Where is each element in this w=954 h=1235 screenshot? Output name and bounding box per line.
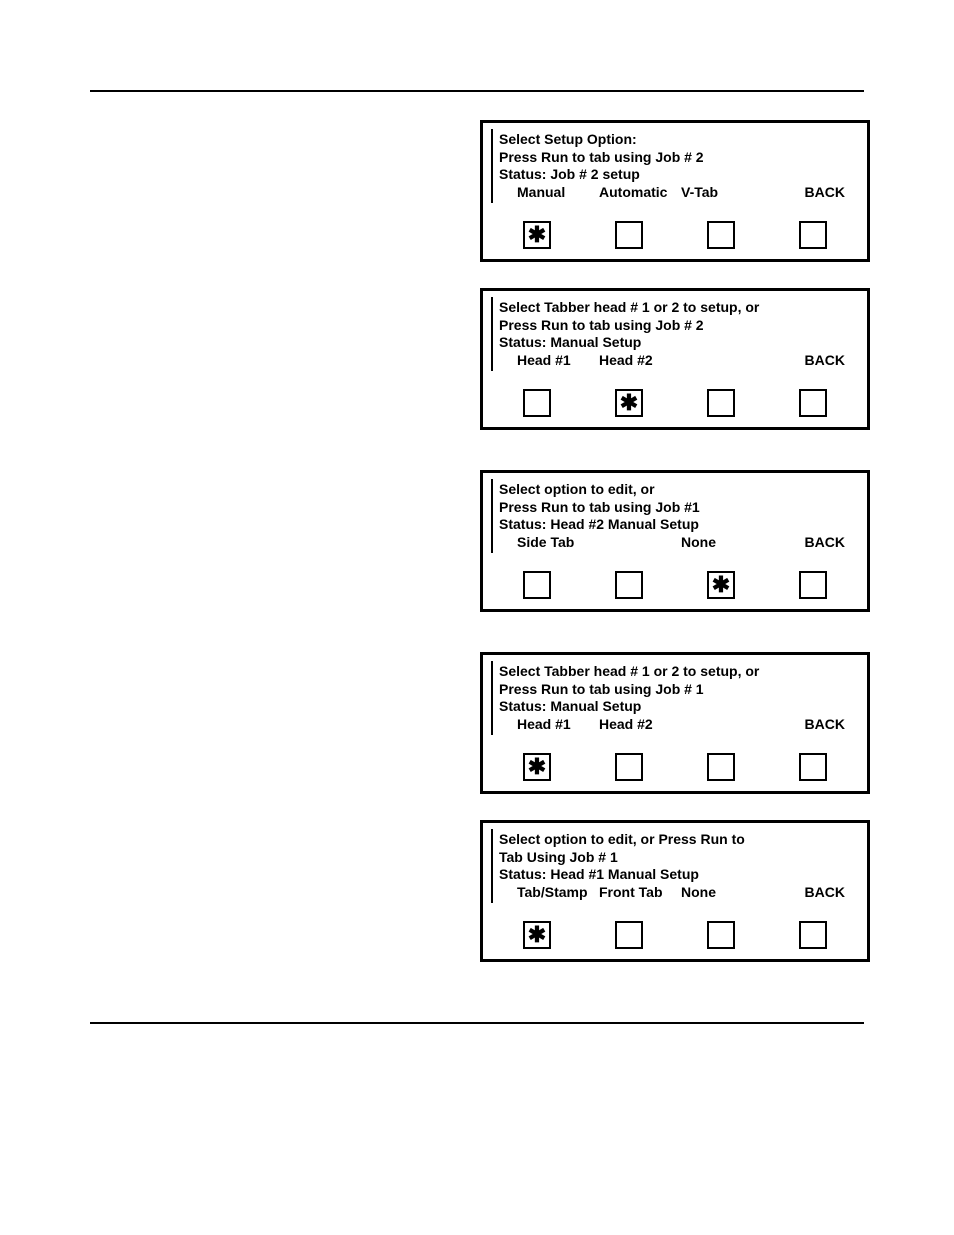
panel-text: Select option to edit, orPress Run to ta… bbox=[491, 479, 859, 553]
panel-line: Status: Head #2 Manual Setup bbox=[499, 516, 859, 534]
panel-line: Status: Manual Setup bbox=[499, 334, 859, 352]
option-button[interactable] bbox=[707, 389, 735, 417]
option-button[interactable] bbox=[707, 921, 735, 949]
option-label: BACK bbox=[763, 534, 851, 552]
option-button-selected[interactable]: ✱ bbox=[707, 571, 735, 599]
option-label bbox=[599, 534, 681, 552]
option-button[interactable] bbox=[799, 571, 827, 599]
buttons-row: ✱ bbox=[491, 221, 859, 249]
option-label: V-Tab bbox=[681, 184, 763, 202]
panel-line: Select option to edit, or bbox=[499, 481, 859, 499]
option-label: Head #1 bbox=[513, 716, 599, 734]
option-label: BACK bbox=[763, 884, 851, 902]
option-button[interactable] bbox=[615, 221, 643, 249]
panel-text: Select option to edit, or Press Run toTa… bbox=[491, 829, 859, 903]
option-label: Front Tab bbox=[599, 884, 681, 902]
option-label: BACK bbox=[763, 716, 851, 734]
option-button[interactable] bbox=[799, 921, 827, 949]
option-label: Head #2 bbox=[599, 352, 681, 370]
option-label: Side Tab bbox=[513, 534, 599, 552]
option-label bbox=[681, 716, 763, 734]
panels-container: Select Setup Option:Press Run to tab usi… bbox=[480, 120, 870, 962]
option-button-selected[interactable]: ✱ bbox=[523, 921, 551, 949]
panel-text: Select Setup Option:Press Run to tab usi… bbox=[491, 129, 859, 203]
option-label: BACK bbox=[763, 184, 851, 202]
labels-row: Head #1Head #2 BACK bbox=[513, 716, 851, 734]
option-label: Head #1 bbox=[513, 352, 599, 370]
option-button-selected[interactable]: ✱ bbox=[615, 389, 643, 417]
panel-line: Press Run to tab using Job # 2 bbox=[499, 149, 859, 167]
buttons-row: ✱ bbox=[491, 921, 859, 949]
option-button-selected[interactable]: ✱ bbox=[523, 753, 551, 781]
panel-line: Select Tabber head # 1 or 2 to setup, or bbox=[499, 663, 859, 681]
panel-line: Select Setup Option: bbox=[499, 131, 859, 149]
panel-line: Status: Head #1 Manual Setup bbox=[499, 866, 859, 884]
labels-row: Side Tab NoneBACK bbox=[513, 534, 851, 552]
option-label: None bbox=[681, 884, 763, 902]
bottom-rule bbox=[90, 1022, 864, 1024]
panel-line: Select option to edit, or Press Run to bbox=[499, 831, 859, 849]
option-label: Automatic bbox=[599, 184, 681, 202]
option-button[interactable] bbox=[799, 753, 827, 781]
option-label: BACK bbox=[763, 352, 851, 370]
option-label: Tab/Stamp bbox=[513, 884, 599, 902]
option-button[interactable] bbox=[799, 389, 827, 417]
top-rule bbox=[90, 90, 864, 92]
option-label: None bbox=[681, 534, 763, 552]
option-button[interactable] bbox=[615, 921, 643, 949]
option-button[interactable] bbox=[707, 753, 735, 781]
lcd-panel: Select option to edit, or Press Run toTa… bbox=[480, 820, 870, 962]
panel-line: Status: Manual Setup bbox=[499, 698, 859, 716]
buttons-row: ✱ bbox=[491, 389, 859, 417]
option-button-selected[interactable]: ✱ bbox=[523, 221, 551, 249]
option-label: Manual bbox=[513, 184, 599, 202]
panel-text: Select Tabber head # 1 or 2 to setup, or… bbox=[491, 661, 859, 735]
lcd-panel: Select Tabber head # 1 or 2 to setup, or… bbox=[480, 288, 870, 430]
option-button[interactable] bbox=[615, 753, 643, 781]
panel-line: Select Tabber head # 1 or 2 to setup, or bbox=[499, 299, 859, 317]
labels-row: Head #1Head #2 BACK bbox=[513, 352, 851, 370]
panel-line: Status: Job # 2 setup bbox=[499, 166, 859, 184]
labels-row: Tab/StampFront TabNoneBACK bbox=[513, 884, 851, 902]
labels-row: ManualAutomaticV-TabBACK bbox=[513, 184, 851, 202]
panel-text: Select Tabber head # 1 or 2 to setup, or… bbox=[491, 297, 859, 371]
option-button[interactable] bbox=[615, 571, 643, 599]
option-label bbox=[681, 352, 763, 370]
buttons-row: ✱ bbox=[491, 571, 859, 599]
panel-line: Press Run to tab using Job #1 bbox=[499, 499, 859, 517]
panel-line: Press Run to tab using Job # 1 bbox=[499, 681, 859, 699]
option-button[interactable] bbox=[523, 571, 551, 599]
option-button[interactable] bbox=[799, 221, 827, 249]
option-label: Head #2 bbox=[599, 716, 681, 734]
option-button[interactable] bbox=[707, 221, 735, 249]
buttons-row: ✱ bbox=[491, 753, 859, 781]
lcd-panel: Select option to edit, orPress Run to ta… bbox=[480, 470, 870, 612]
lcd-panel: Select Setup Option:Press Run to tab usi… bbox=[480, 120, 870, 262]
panel-line: Press Run to tab using Job # 2 bbox=[499, 317, 859, 335]
panel-line: Tab Using Job # 1 bbox=[499, 849, 859, 867]
option-button[interactable] bbox=[523, 389, 551, 417]
lcd-panel: Select Tabber head # 1 or 2 to setup, or… bbox=[480, 652, 870, 794]
page: Select Setup Option:Press Run to tab usi… bbox=[0, 90, 954, 1024]
